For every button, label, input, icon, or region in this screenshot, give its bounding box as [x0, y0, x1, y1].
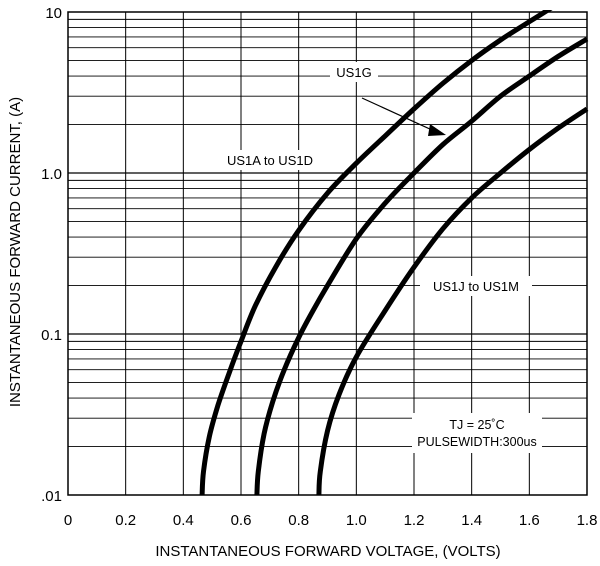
us1g-arrow-line — [361, 97, 433, 131]
y-tick-label: 1.0 — [41, 166, 62, 183]
y-tick-labels: .01 0.1 1.0 10 — [41, 5, 62, 505]
x-tick-label: 0.6 — [231, 512, 252, 529]
y-axis-title: INSTANTANEOUS FORWARD CURRENT, (A) — [7, 97, 24, 407]
x-tick-label: 1.8 — [577, 512, 598, 529]
series-label-us1j-us1m: US1J to US1M — [433, 279, 519, 294]
us1g-arrowhead — [428, 124, 446, 136]
x-tick-label: 1.2 — [404, 512, 425, 529]
y-tick-label: .01 — [41, 488, 62, 505]
series-label-us1a-us1d: US1A to US1D — [227, 153, 313, 168]
series-curve-1 — [254, 36, 589, 495]
y-tick-label: 10 — [45, 5, 62, 22]
x-tick-label: 0 — [64, 512, 72, 529]
condition-pulsewidth: PULSEWIDTH:300us — [417, 435, 536, 449]
series-curve-0 — [199, 10, 553, 495]
series-label-us1g: US1G — [336, 65, 371, 80]
condition-temperature: TJ = 25˚C — [449, 418, 504, 432]
x-tick-labels: 0 0.2 0.4 0.6 0.8 1.0 1.2 1.4 1.6 1.8 — [64, 512, 598, 529]
x-tick-label: 1.4 — [461, 512, 482, 529]
x-axis-title: INSTANTANEOUS FORWARD VOLTAGE, (VOLTS) — [155, 543, 500, 560]
label-bg-us1g — [330, 62, 378, 82]
x-tick-label: 0.4 — [173, 512, 194, 529]
curves — [199, 10, 589, 495]
label-bg-us1j — [420, 276, 532, 296]
x-tick-label: 1.0 — [346, 512, 367, 529]
y-tick-label: 0.1 — [41, 327, 62, 344]
x-tick-label: 1.6 — [519, 512, 540, 529]
x-tick-label: 0.2 — [115, 512, 136, 529]
x-tick-label: 0.8 — [288, 512, 309, 529]
series-curve-2 — [316, 106, 589, 495]
plot-frame — [67, 11, 588, 496]
condition-bg — [412, 413, 542, 453]
label-bg-us1a — [218, 150, 322, 170]
